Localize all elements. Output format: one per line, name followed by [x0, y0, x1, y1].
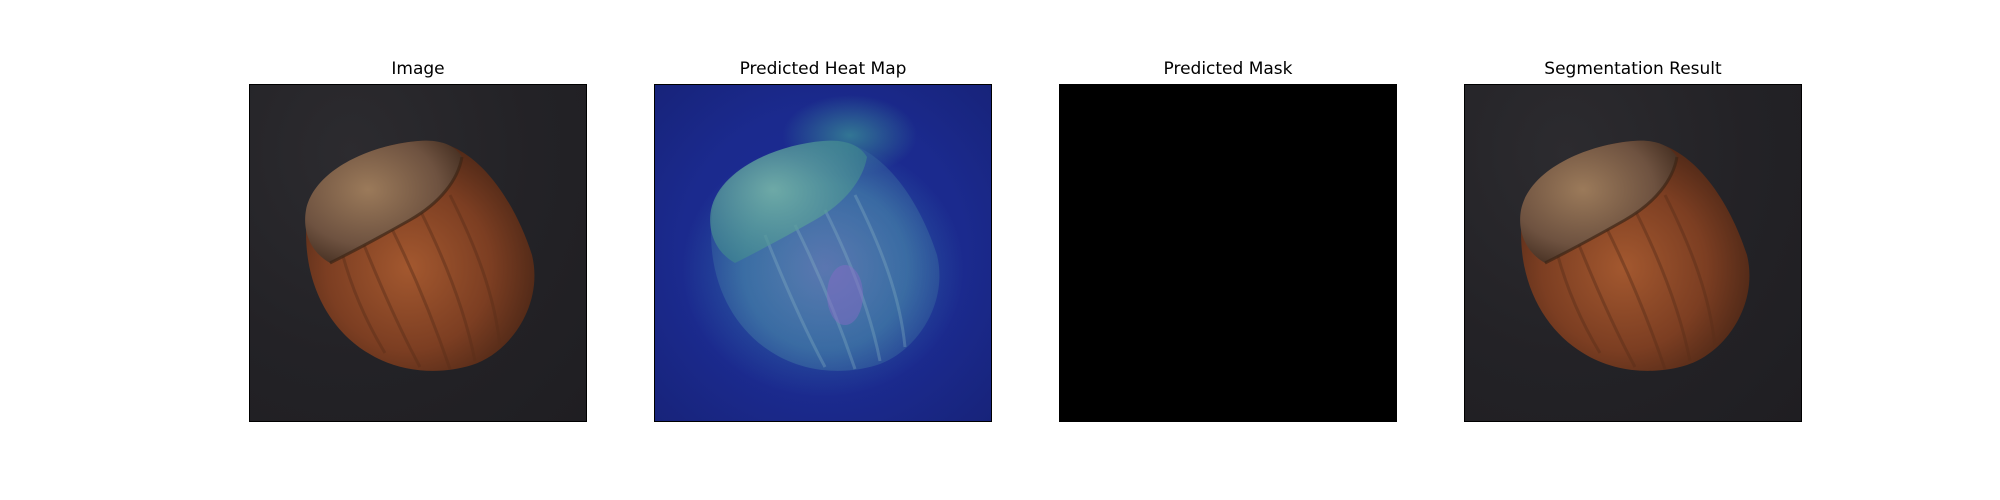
hazelnut-image: [305, 140, 535, 371]
mask-frame: [1059, 84, 1397, 422]
hazelnut-heatmap-overlay: [710, 140, 940, 371]
mask-image: [1060, 85, 1396, 421]
panel-heatmap: [654, 84, 992, 422]
panel-title-mask: Predicted Mask: [1163, 59, 1293, 79]
panel-mask: [1059, 84, 1397, 422]
image-frame: [249, 84, 587, 422]
panel-title-image: Image: [391, 59, 445, 79]
panel-image: [249, 84, 587, 422]
hazelnut-segmentation: [1520, 140, 1750, 371]
segmentation-frame: [1464, 84, 1802, 422]
panel-title-segmentation: Segmentation Result: [1544, 59, 1722, 79]
panel-title-heatmap: Predicted Heat Map: [739, 59, 907, 79]
heatmap-frame: [654, 84, 992, 422]
panel-segmentation: [1464, 84, 1802, 422]
